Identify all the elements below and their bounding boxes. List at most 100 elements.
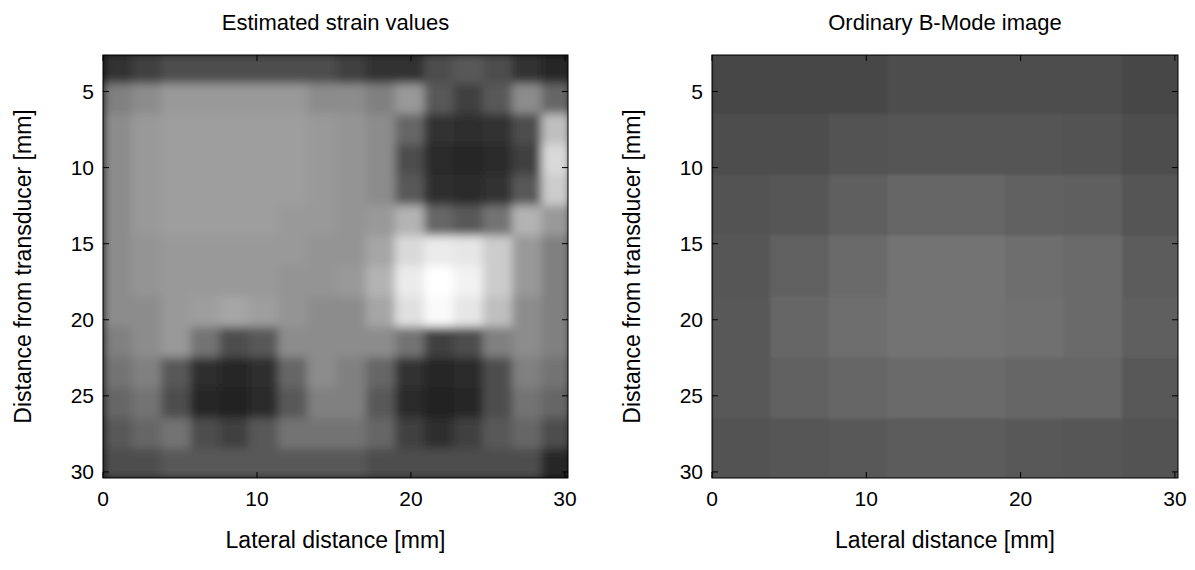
heatmap-cell <box>541 236 568 267</box>
y-tick-label: 10 <box>680 156 703 179</box>
y-tick <box>103 91 109 92</box>
y-tick <box>562 91 568 92</box>
heatmap-cell <box>946 357 1006 419</box>
heatmap-cell <box>190 236 220 267</box>
heatmap-cell <box>220 266 250 297</box>
heatmap-cell <box>161 205 191 236</box>
heatmap-cell <box>512 296 542 327</box>
heatmap-cell <box>454 357 484 388</box>
heatmap-cell <box>887 236 947 298</box>
heatmap-cell <box>395 205 425 236</box>
heatmap-cell <box>307 55 337 84</box>
heatmap-cell <box>337 114 367 145</box>
x-tick <box>1020 472 1021 478</box>
heatmap-cell <box>220 205 250 236</box>
y-axis-title: Distance from transducer [mm] <box>10 109 36 423</box>
heatmap-cell <box>278 236 308 267</box>
heatmap-cell <box>512 449 542 478</box>
y-tick-label: 15 <box>71 232 94 255</box>
heatmap-cell <box>190 83 220 114</box>
heatmap-cell <box>512 266 542 297</box>
heatmap-cell <box>1005 357 1065 419</box>
heatmap-cell <box>132 236 162 267</box>
heatmap-cell <box>454 236 484 267</box>
heatmap-cell <box>249 175 279 206</box>
heatmap-cell <box>424 236 454 267</box>
heatmap-cell <box>483 205 513 236</box>
heatmap-cell <box>337 144 367 175</box>
heatmap-cell <box>1063 55 1123 115</box>
heatmap-cell <box>541 418 568 449</box>
heatmap-cell <box>424 357 454 388</box>
heatmap-cell <box>278 449 308 478</box>
heatmap-cell <box>307 114 337 145</box>
y-tick <box>103 167 109 168</box>
heatmap-cell <box>161 327 191 358</box>
heatmap-cell <box>483 327 513 358</box>
x-tick <box>256 55 257 61</box>
heatmap-cell <box>220 114 250 145</box>
heatmap-cell <box>541 266 568 297</box>
heatmap-cell <box>541 175 568 206</box>
heatmap-cell <box>190 327 220 358</box>
y-tick-label: 25 <box>71 384 94 407</box>
heatmap-cell <box>103 296 133 327</box>
heatmap-cell <box>946 418 1006 478</box>
heatmap-cell <box>1122 55 1178 115</box>
heatmap-cell <box>161 144 191 175</box>
heatmap-cell <box>712 114 771 176</box>
heatmap-cell <box>132 357 162 388</box>
heatmap-cell <box>103 205 133 236</box>
heatmap-cell <box>220 144 250 175</box>
y-tick-label: 20 <box>680 308 703 331</box>
heatmap-cell <box>132 144 162 175</box>
heatmap-cell <box>190 357 220 388</box>
heatmap-cell <box>249 327 279 358</box>
heatmap-cell <box>249 114 279 145</box>
heatmap-cell <box>395 144 425 175</box>
heatmap-cell <box>541 55 568 84</box>
heatmap-cell <box>829 357 889 419</box>
heatmap-cell <box>770 418 830 478</box>
heatmap-cell <box>307 266 337 297</box>
heatmap-cell <box>278 144 308 175</box>
heatmap-cell <box>278 296 308 327</box>
heatmap-cell <box>454 114 484 145</box>
heatmap-cell <box>190 418 220 449</box>
heatmap-cell <box>366 296 396 327</box>
heatmap-cell <box>1063 296 1123 358</box>
heatmap-cell <box>161 388 191 419</box>
heatmap-cell <box>829 55 889 115</box>
heatmap-cell <box>307 418 337 449</box>
y-tick-label: 25 <box>680 384 703 407</box>
heatmap-cell <box>278 388 308 419</box>
heatmap-cell <box>366 449 396 478</box>
heatmap-cell <box>249 449 279 478</box>
heatmap-cell <box>541 114 568 145</box>
heatmap-cell <box>190 175 220 206</box>
heatmap-cell <box>278 55 308 84</box>
x-tick-label: 30 <box>1163 487 1186 510</box>
heatmap-cell <box>887 357 947 419</box>
heatmap-cell <box>770 236 830 298</box>
y-tick-label: 10 <box>71 156 94 179</box>
heatmap-cell <box>829 236 889 298</box>
y-tick <box>1172 167 1178 168</box>
heatmap-cell <box>1005 114 1065 176</box>
heatmap-cell <box>395 296 425 327</box>
heatmap-cell <box>541 357 568 388</box>
heatmap-cell <box>424 388 454 419</box>
heatmap-cell <box>249 296 279 327</box>
heatmap-cell <box>770 175 830 237</box>
heatmap-cell <box>541 83 568 114</box>
heatmap-cell <box>946 55 1006 115</box>
heatmap-cell <box>454 83 484 114</box>
y-tick-label: 5 <box>691 80 703 103</box>
x-tick <box>564 55 565 61</box>
heatmap-cell <box>161 418 191 449</box>
heatmap-cell <box>829 296 889 358</box>
heatmap-cell <box>103 357 133 388</box>
heatmap-cell <box>307 144 337 175</box>
heatmap-cell <box>541 144 568 175</box>
heatmap-cell <box>483 388 513 419</box>
